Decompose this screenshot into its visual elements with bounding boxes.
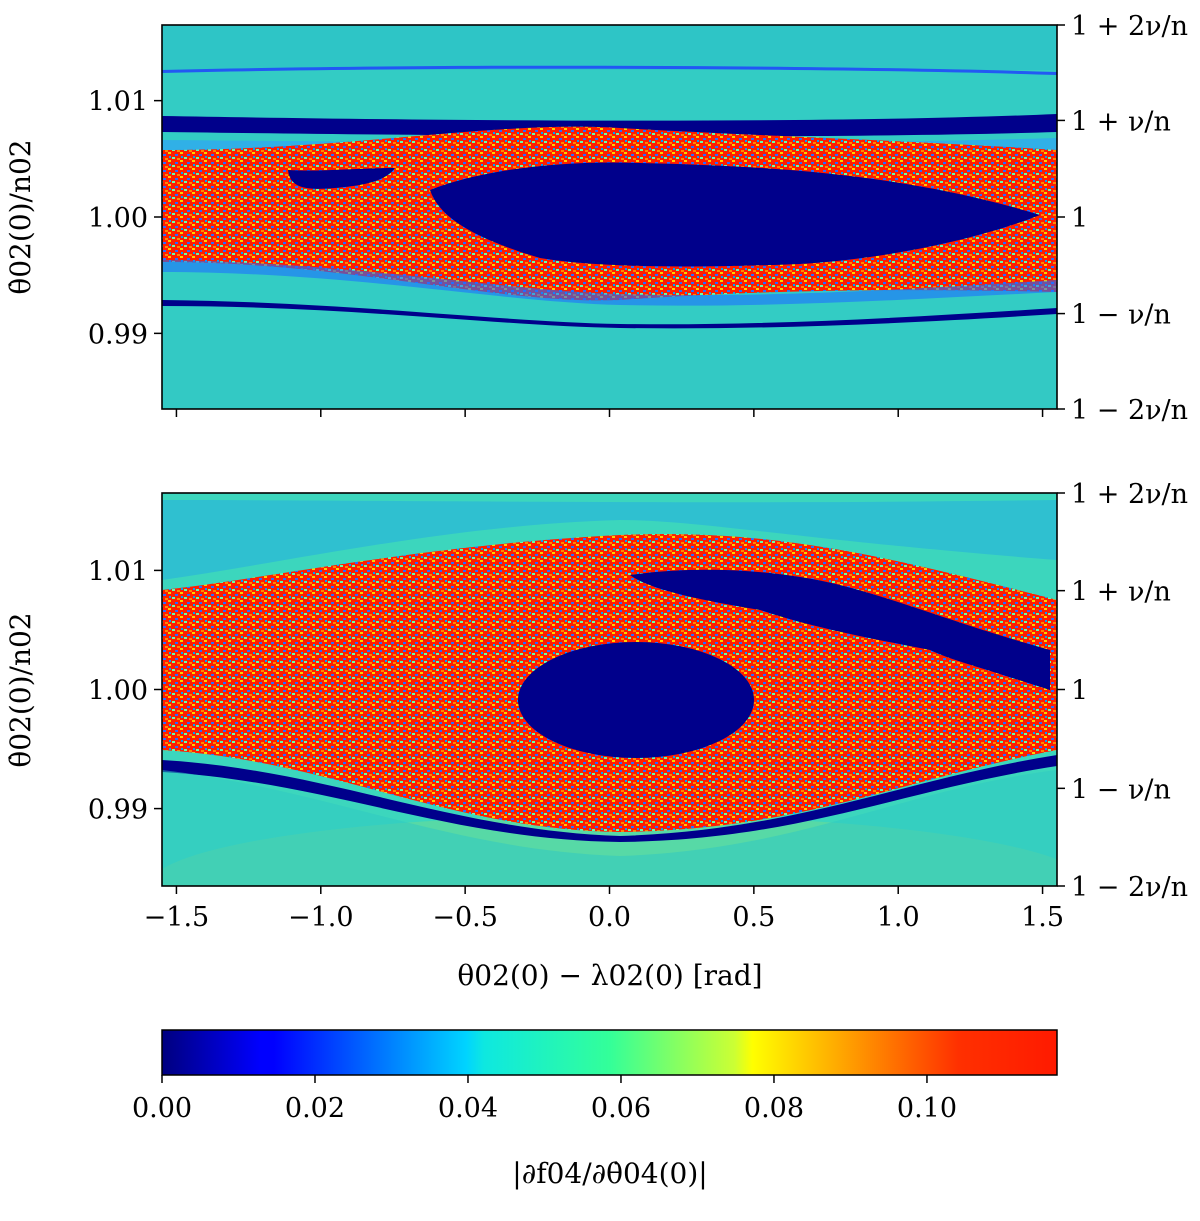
- y-tick-label: 1.01: [88, 556, 148, 587]
- right-tick-label: 1 + 2ν/n: [1071, 11, 1188, 42]
- axes-layer: 0.991.001.011 + 2ν/n1 + ν/n11 − ν/n1 − 2…: [88, 11, 1188, 933]
- y-tick-label: 1.01: [88, 87, 148, 118]
- colorbar-tick-label: 0.04: [438, 1093, 498, 1124]
- colorbar-tick-label: 0.08: [744, 1093, 804, 1124]
- colorbar-tick-label: 0.10: [897, 1093, 957, 1124]
- y-tick-label: 1.00: [88, 203, 148, 234]
- x-tick-label: 0.5: [732, 902, 775, 933]
- right-tick-label: 1 − ν/n: [1071, 300, 1171, 331]
- colorbar-gradient: [161, 1029, 1058, 1076]
- y-tick-label: 1.00: [88, 676, 148, 707]
- x-tick-label: 1.5: [1021, 902, 1064, 933]
- right-tick-label: 1 − 2ν/n: [1071, 395, 1188, 426]
- colorbar-tick-label: 0.00: [132, 1093, 192, 1124]
- right-tick-label: 1 − ν/n: [1071, 774, 1171, 805]
- right-tick-label: 1 + ν/n: [1071, 106, 1171, 137]
- colorbar-label: |∂f04/∂θ̇04(0)|: [512, 1157, 707, 1190]
- right-tick-label: 1 − 2ν/n: [1071, 872, 1188, 903]
- right-tick-label: 1 + 2ν/n: [1071, 479, 1188, 510]
- x-tick-label: 0.0: [588, 902, 631, 933]
- heatmap-image-bottom: [162, 493, 1057, 886]
- colorbar-tick-label: 0.06: [591, 1093, 651, 1124]
- colorbar-tick-label: 0.02: [285, 1093, 345, 1124]
- colorbar-ticks: 0.00 0.02 0.04 0.06 0.08 0.10: [132, 1075, 957, 1124]
- y-axis-label-bottom: θ̇02(0)/n02: [4, 612, 37, 767]
- x-tick-label: −0.5: [432, 902, 498, 933]
- heatmap-panel-bottom: [161, 492, 1058, 887]
- x-tick-label: −1.5: [144, 902, 210, 933]
- x-tick-label: 1.0: [877, 902, 920, 933]
- heatmap-panel-top: [161, 24, 1058, 410]
- y-tick-label: 0.99: [88, 795, 148, 826]
- right-tick-label: 1 + ν/n: [1071, 577, 1171, 608]
- right-tick-label: 1: [1071, 676, 1088, 707]
- y-tick-label: 0.99: [88, 319, 148, 350]
- right-tick-label: 1: [1071, 203, 1088, 234]
- x-axis-label: θ02(0) − λ02(0) [rad]: [457, 959, 762, 992]
- colorbar: 0.00 0.02 0.04 0.06 0.08 0.10 |∂f04/∂θ̇04(0)|: [132, 1029, 1058, 1190]
- heatmap-image-top: [162, 25, 1057, 409]
- y-axis-label-top: θ̇02(0)/n02: [4, 139, 37, 294]
- x-tick-label: −1.0: [288, 902, 354, 933]
